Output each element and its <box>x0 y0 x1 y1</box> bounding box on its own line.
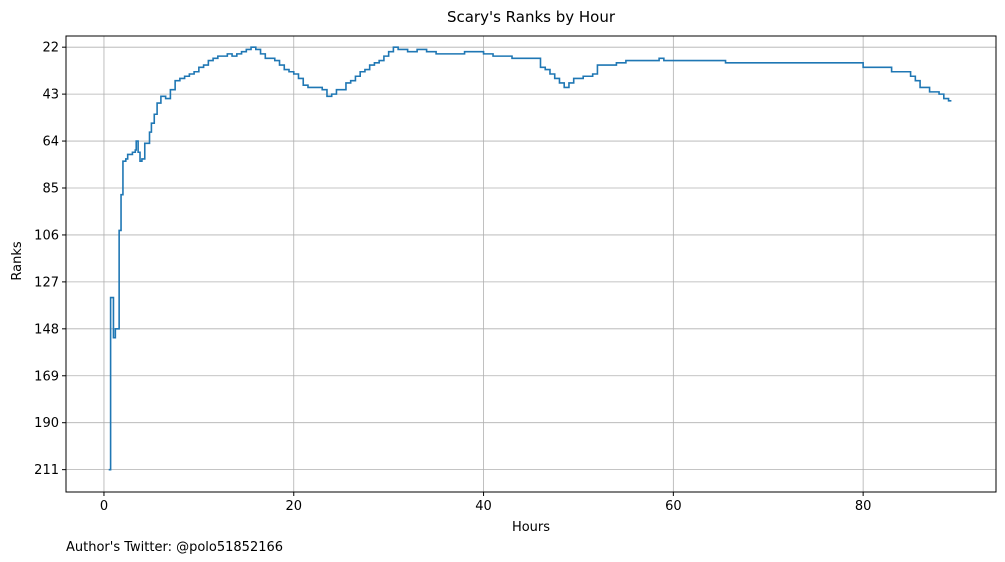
rank-series-line <box>108 46 952 471</box>
y-tick-label: 22 <box>42 41 59 56</box>
y-tick-label: 127 <box>34 275 59 290</box>
y-tick-label: 43 <box>42 88 59 103</box>
y-tick-label: 211 <box>34 463 59 478</box>
x-tick-label: 40 <box>475 499 492 514</box>
y-tick-label: 190 <box>34 416 59 431</box>
plot-frame <box>65 35 997 493</box>
author-twitter-credit: Author's Twitter: @polo51852166 <box>66 540 283 555</box>
y-tick-label: 106 <box>34 228 59 243</box>
x-tick-label: 20 <box>285 499 302 514</box>
grid-lines <box>66 36 996 492</box>
y-tick-label: 85 <box>42 182 59 197</box>
y-tick-label: 148 <box>34 322 59 337</box>
chart-title: Scary's Ranks by Hour <box>447 8 616 26</box>
series-layer <box>108 46 952 471</box>
y-axis-label: Ranks <box>10 241 25 280</box>
x-tick-label: 80 <box>855 499 872 514</box>
x-axis-label: Hours <box>512 520 550 535</box>
x-tick-label: 60 <box>665 499 682 514</box>
y-tick-label: 169 <box>34 369 59 384</box>
x-tick-label: 0 <box>100 499 108 514</box>
y-tick-label: 64 <box>42 135 59 150</box>
tick-layer: 0 20 40 60 80 22 43 64 85 106 127 148 169 190 211 <box>34 41 871 514</box>
